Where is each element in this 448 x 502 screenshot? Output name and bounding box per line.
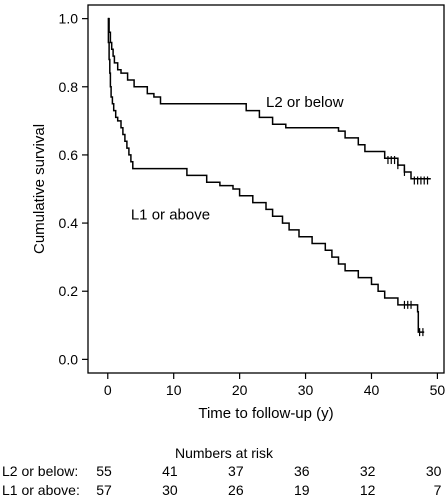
x-tick-label: 30 <box>298 382 314 398</box>
y-axis-label: Cumulative survival <box>31 124 48 254</box>
y-tick-label: 0.0 <box>59 351 79 367</box>
risk-row-label: L2 or below: <box>2 463 79 479</box>
x-tick-label: 0 <box>104 382 112 398</box>
risk-row: L1 or above: 57 30 26 19 12 7 <box>0 482 448 502</box>
x-tick-label: 20 <box>232 382 248 398</box>
risk-count: 37 <box>228 463 244 479</box>
series-group: L2 or below L1 or above <box>107 17 431 337</box>
risk-count: 30 <box>162 482 178 498</box>
y-tick-label: 0.8 <box>59 79 79 95</box>
series-label: L1 or above <box>131 207 210 224</box>
risk-count: 30 <box>425 463 442 479</box>
risk-row: L2 or below: 55 41 37 36 32 30 <box>0 463 448 483</box>
risk-count: 55 <box>96 463 112 479</box>
x-tick-label: 50 <box>430 382 446 398</box>
risk-count: 12 <box>359 482 376 498</box>
series-label: L2 or below <box>266 94 344 111</box>
risk-count: 26 <box>228 482 244 498</box>
axes: 0 10 20 30 40 50 0.0 0.2 0.4 0.6 0.8 1.0 <box>59 11 446 398</box>
x-tick-label: 10 <box>166 382 182 398</box>
plot-frame <box>87 4 445 374</box>
risk-count: 7 <box>433 482 442 498</box>
risk-count: 41 <box>162 463 178 479</box>
y-tick-label: 0.2 <box>59 283 79 299</box>
risk-count: 57 <box>96 482 112 498</box>
y-tick-label: 1.0 <box>59 11 79 27</box>
x-axis-label: Time to follow-up (y) <box>198 405 333 422</box>
risk-count: 36 <box>293 463 310 479</box>
x-tick-label: 40 <box>364 382 380 398</box>
series-line-l2-or-below <box>107 17 431 180</box>
series-line-l1-or-above <box>107 17 425 333</box>
risk-count: 19 <box>293 482 310 498</box>
y-tick-label: 0.4 <box>59 215 79 231</box>
risk-table-title: Numbers at risk <box>174 445 274 461</box>
survival-chart: 0 10 20 30 40 50 0.0 0.2 0.4 0.6 0.8 1.0 L2 or belo… <box>31 4 446 422</box>
risk-count: 32 <box>359 463 376 479</box>
risk-row-label: L1 or above: <box>2 482 80 498</box>
y-tick-label: 0.6 <box>59 147 79 163</box>
